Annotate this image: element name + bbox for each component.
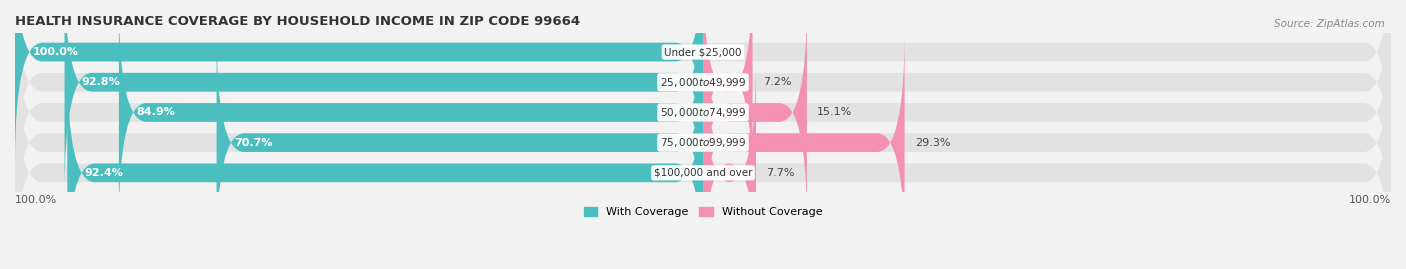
Text: 100.0%: 100.0% [15,194,58,205]
FancyBboxPatch shape [15,31,1391,254]
Text: 100.0%: 100.0% [32,47,79,57]
Text: 100.0%: 100.0% [1348,194,1391,205]
FancyBboxPatch shape [67,61,703,269]
Text: 92.8%: 92.8% [82,77,121,87]
Text: 0.0%: 0.0% [713,47,741,57]
Legend: With Coverage, Without Coverage: With Coverage, Without Coverage [579,203,827,222]
FancyBboxPatch shape [703,31,904,254]
FancyBboxPatch shape [217,31,703,254]
Text: Source: ZipAtlas.com: Source: ZipAtlas.com [1274,19,1385,29]
FancyBboxPatch shape [15,1,1391,224]
FancyBboxPatch shape [703,61,756,269]
Text: $100,000 and over: $100,000 and over [654,168,752,178]
Text: 70.7%: 70.7% [233,138,273,148]
Text: Under $25,000: Under $25,000 [664,47,742,57]
FancyBboxPatch shape [120,1,703,224]
Text: 15.1%: 15.1% [817,107,852,118]
FancyBboxPatch shape [65,0,703,194]
Text: $50,000 to $74,999: $50,000 to $74,999 [659,106,747,119]
Text: $25,000 to $49,999: $25,000 to $49,999 [659,76,747,89]
FancyBboxPatch shape [15,0,703,164]
FancyBboxPatch shape [15,61,1391,269]
Text: HEALTH INSURANCE COVERAGE BY HOUSEHOLD INCOME IN ZIP CODE 99664: HEALTH INSURANCE COVERAGE BY HOUSEHOLD I… [15,15,581,28]
FancyBboxPatch shape [703,1,807,224]
Text: $75,000 to $99,999: $75,000 to $99,999 [659,136,747,149]
Text: 92.4%: 92.4% [84,168,124,178]
FancyBboxPatch shape [15,0,1391,194]
Text: 7.7%: 7.7% [766,168,794,178]
FancyBboxPatch shape [15,0,1391,164]
FancyBboxPatch shape [703,0,752,194]
Text: 7.2%: 7.2% [763,77,792,87]
Text: 84.9%: 84.9% [136,107,174,118]
Text: 29.3%: 29.3% [915,138,950,148]
